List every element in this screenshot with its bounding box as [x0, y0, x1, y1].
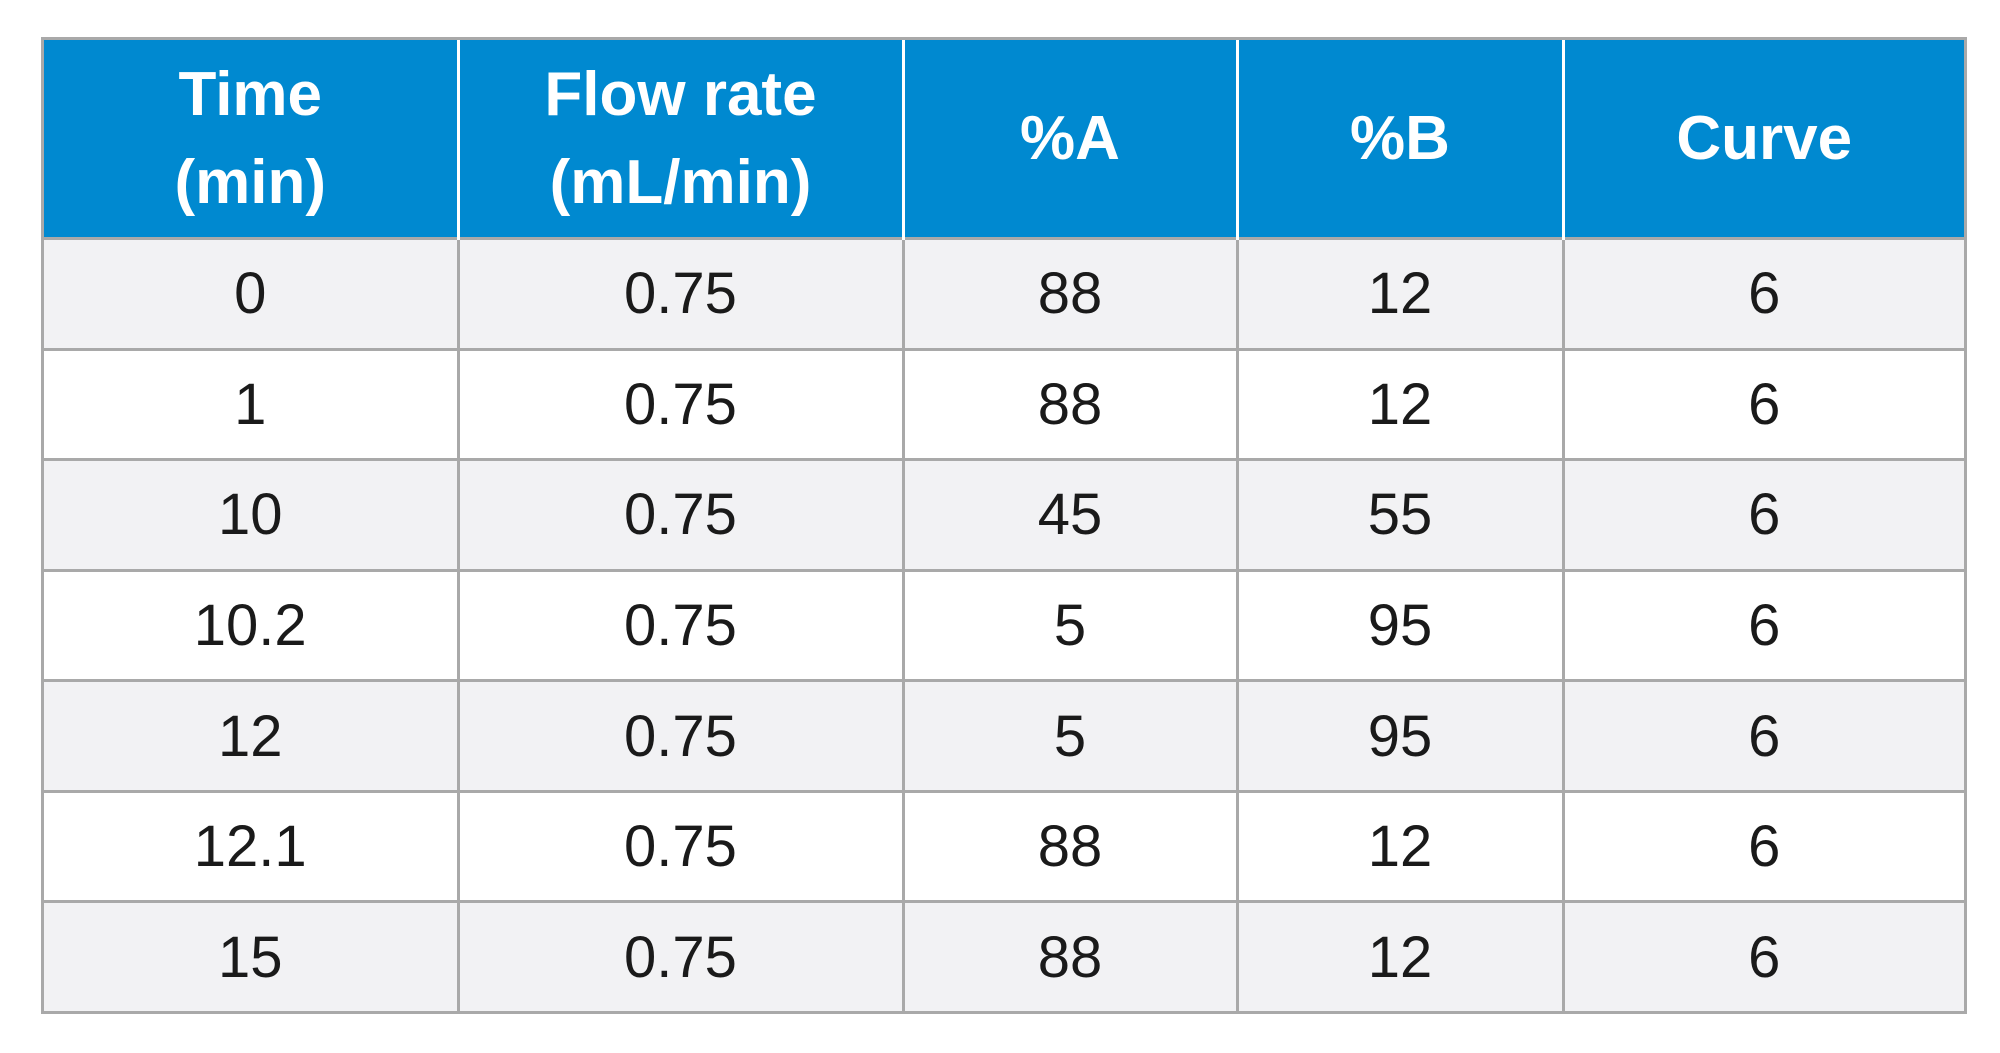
- cell-curve: 6: [1563, 900, 1964, 1011]
- cell-time: 10: [44, 458, 460, 571]
- cell-flow-rate: 0.75: [458, 789, 905, 902]
- cell-percent-b: 12: [1237, 347, 1565, 460]
- cell-flow-rate: 0.75: [458, 347, 905, 460]
- cell-flow-rate: 0.75: [458, 679, 905, 792]
- cell-flow-rate: 0.75: [458, 900, 905, 1011]
- cell-time: 15: [44, 900, 460, 1011]
- cell-percent-a: 88: [903, 789, 1239, 902]
- cell-flow-rate: 0.75: [458, 458, 905, 571]
- cell-percent-b: 12: [1237, 789, 1565, 902]
- cell-curve: 6: [1563, 237, 1964, 350]
- cell-curve: 6: [1563, 789, 1964, 902]
- cell-time: 1: [44, 347, 460, 460]
- header-percent-b-label: %B: [1350, 103, 1450, 173]
- cell-percent-a: 45: [903, 458, 1239, 571]
- cell-time: 12.1: [44, 789, 460, 902]
- header-curve: Curve: [1563, 40, 1964, 239]
- cell-curve: 6: [1563, 679, 1964, 792]
- gradient-table-container: Time (min) Flow rate (mL/min) %A %B Curv…: [41, 37, 1967, 1014]
- header-time: Time (min): [44, 40, 460, 239]
- cell-percent-b: 95: [1237, 568, 1565, 681]
- header-flow-rate: Flow rate (mL/min): [458, 40, 905, 239]
- cell-time: 0: [44, 237, 460, 350]
- table-row: 1 0.75 88 12 6: [44, 347, 1964, 460]
- cell-percent-a: 88: [903, 900, 1239, 1011]
- cell-flow-rate: 0.75: [458, 237, 905, 350]
- table-row: 12 0.75 5 95 6: [44, 679, 1964, 792]
- cell-percent-b: 55: [1237, 458, 1565, 571]
- header-percent-b: %B: [1237, 40, 1565, 239]
- table-row: 10 0.75 45 55 6: [44, 458, 1964, 571]
- header-time-unit: (min): [174, 147, 327, 217]
- table-row: 10.2 0.75 5 95 6: [44, 568, 1964, 681]
- cell-percent-b: 12: [1237, 237, 1565, 350]
- header-time-label: Time: [178, 59, 323, 129]
- header-row: Time (min) Flow rate (mL/min) %A %B Curv…: [44, 40, 1964, 239]
- header-curve-label: Curve: [1676, 103, 1853, 173]
- cell-percent-b: 12: [1237, 900, 1565, 1011]
- cell-percent-b: 95: [1237, 679, 1565, 792]
- cell-time: 10.2: [44, 568, 460, 681]
- cell-curve: 6: [1563, 347, 1964, 460]
- cell-curve: 6: [1563, 568, 1964, 681]
- cell-curve: 6: [1563, 458, 1964, 571]
- cell-percent-a: 88: [903, 347, 1239, 460]
- table-body: 0 0.75 88 12 6 1 0.75 88 12 6 10 0.75 45…: [44, 237, 1964, 1011]
- cell-percent-a: 88: [903, 237, 1239, 350]
- cell-flow-rate: 0.75: [458, 568, 905, 681]
- gradient-table: Time (min) Flow rate (mL/min) %A %B Curv…: [44, 40, 1964, 1011]
- table-row: 0 0.75 88 12 6: [44, 237, 1964, 350]
- table-header: Time (min) Flow rate (mL/min) %A %B Curv…: [44, 40, 1964, 239]
- cell-percent-a: 5: [903, 568, 1239, 681]
- header-flow-rate-label: Flow rate: [544, 59, 817, 129]
- table-row: 12.1 0.75 88 12 6: [44, 789, 1964, 902]
- cell-time: 12: [44, 679, 460, 792]
- header-percent-a: %A: [903, 40, 1239, 239]
- table-row: 15 0.75 88 12 6: [44, 900, 1964, 1011]
- header-flow-rate-unit: (mL/min): [549, 147, 812, 217]
- cell-percent-a: 5: [903, 679, 1239, 792]
- header-percent-a-label: %A: [1020, 103, 1120, 173]
